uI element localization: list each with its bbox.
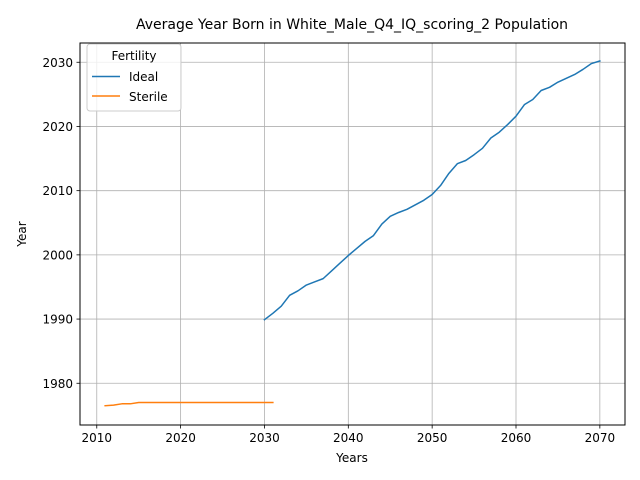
y-tick-label: 2030: [42, 56, 73, 70]
x-tick-label: 2010: [81, 431, 112, 445]
y-tick-label: 2020: [42, 120, 73, 134]
y-tick-label: 1980: [42, 377, 73, 391]
y-axis-label: Year: [15, 221, 29, 247]
legend-box: [86, 43, 182, 112]
x-tick-label: 2070: [585, 431, 616, 445]
y-tick-label: 1990: [42, 313, 73, 327]
x-axis-label: Years: [335, 451, 368, 465]
axis-ticks: 2010 2020 2030 2040 2050 2060 2070 1980 1990 2000…: [42, 56, 615, 445]
y-tick-label: 2000: [42, 248, 73, 262]
series-lines: [104, 60, 601, 407]
x-tick-label: 2050: [417, 431, 448, 445]
legend-title: Fertility: [111, 49, 156, 63]
series-line-sterile: [104, 401, 274, 407]
series-line-ideal: [263, 60, 601, 321]
plot-frame: [79, 42, 626, 426]
x-tick-label: 2030: [249, 431, 280, 445]
legend: Fertility Ideal Sterile: [86, 43, 182, 112]
x-tick-label: 2040: [333, 431, 364, 445]
y-tick-label: 2010: [42, 184, 73, 198]
chart-title: Average Year Born in White_Male_Q4_IQ_sc…: [136, 17, 568, 33]
x-tick-label: 2020: [165, 431, 196, 445]
legend-label-sterile: Sterile: [129, 90, 168, 104]
legend-label-ideal: Ideal: [129, 70, 158, 84]
x-tick-label: 2060: [501, 431, 532, 445]
